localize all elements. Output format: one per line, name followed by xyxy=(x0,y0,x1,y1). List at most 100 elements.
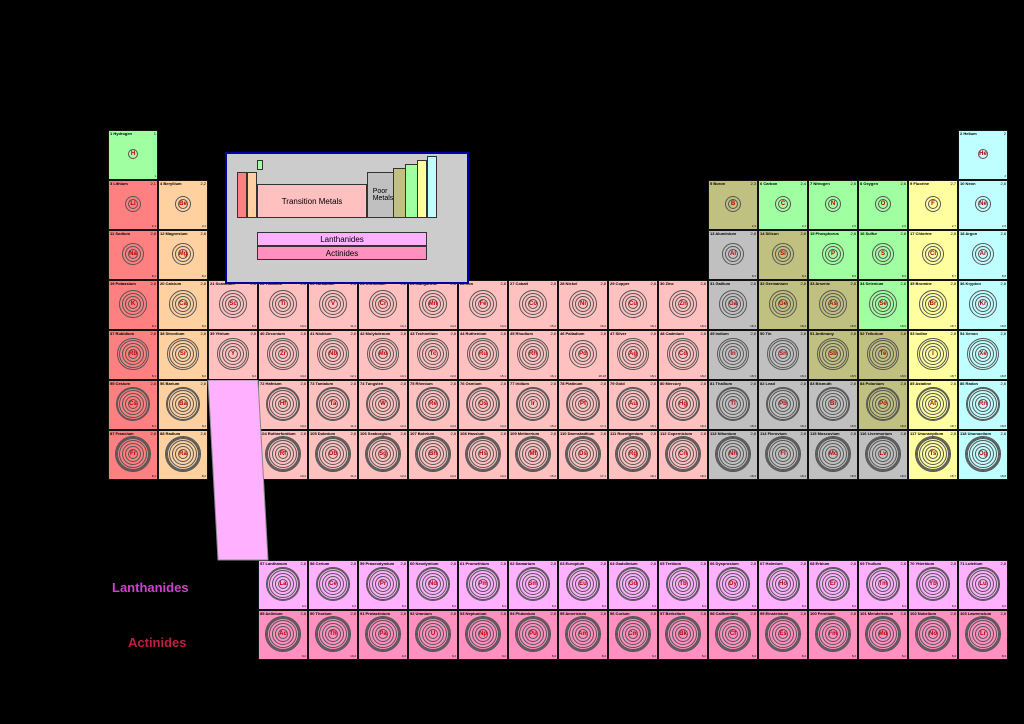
element-Mg: 12 Magnesium2,8Mg8,2 xyxy=(158,230,208,280)
element-Na: 11 Sodium2,8Na8,1 xyxy=(108,230,158,280)
element-Cm: 96 Curium2,8Cm9,2 xyxy=(608,610,658,660)
legend-lanthanides: Lanthanides xyxy=(257,232,427,246)
legend-alkali xyxy=(237,172,247,218)
element-Os: 76 Osmium2,8Os14,2 xyxy=(458,380,508,430)
element-Sc: 21 Scandium2,8Sc9,2 xyxy=(208,280,258,330)
element-Ca: 20 Calcium2,8Ca8,2 xyxy=(158,280,208,330)
element-Lr: 103 Lawrencium2,8Lr8,3 xyxy=(958,610,1008,660)
element-H: 1 Hydrogen1H1 xyxy=(108,130,158,180)
element-U: 92 Uranium2,8U9,2 xyxy=(408,610,458,660)
element-S: 16 Sulfur2,8S8,6 xyxy=(858,230,908,280)
element-Og: 118 Ununoctium2,8Og18,8 xyxy=(958,430,1008,480)
lanthanide-row: 57 Lanthanum2,8La9,258 Cerium2,8Ce9,259 … xyxy=(258,560,1008,610)
element-Ce: 58 Cerium2,8Ce9,2 xyxy=(308,560,358,610)
element-C: 6 Carbon2,4C2,4 xyxy=(758,180,808,230)
element-Cu: 29 Copper2,8Cu18,1 xyxy=(608,280,658,330)
element-Nb: 41 Niobium2,8Nb12,1 xyxy=(308,330,358,380)
element-Zr: 40 Zirconium2,8Zr10,2 xyxy=(258,330,308,380)
element-Mc: 115 Moscovium2,8Mc18,5 xyxy=(808,430,858,480)
element-Ts: 117 Ununseptium2,8Ts18,7 xyxy=(908,430,958,480)
element-Np: 93 Neptunium2,8Np9,2 xyxy=(458,610,508,660)
legend-halogen xyxy=(417,160,427,218)
element-Co: 27 Cobalt2,8Co15,2 xyxy=(508,280,558,330)
element-Cf: 98 Californium2,8Cf8,2 xyxy=(708,610,758,660)
element-Lu: 71 Lutetium2,8Lu9,2 xyxy=(958,560,1008,610)
element-W: 74 Tungsten2,8W12,2 xyxy=(358,380,408,430)
element-Ta: 73 Tantalum2,8Ta11,2 xyxy=(308,380,358,430)
element-Tb: 65 Terbium2,8Tb8,2 xyxy=(658,560,708,610)
element-Al: 13 Aluminium2,8Al8,3 xyxy=(708,230,758,280)
element-Ba: 56 Barium2,8Ba8,2 xyxy=(158,380,208,430)
element-Ir: 77 Iridium2,8Ir15,2 xyxy=(508,380,558,430)
element-P: 15 Phosphorus2,8P8,5 xyxy=(808,230,858,280)
element-Tm: 69 Thulium2,8Tm8,2 xyxy=(858,560,908,610)
element-In: 49 Indium2,8In18,3 xyxy=(708,330,758,380)
element-Ra: 88 Radium2,8Ra8,2 xyxy=(158,430,208,480)
element-Bk: 97 Berkelium2,8Bk8,2 xyxy=(658,610,708,660)
element-No: 102 Nobelium2,8No8,2 xyxy=(908,610,958,660)
element-Rh: 45 Rhodium2,8Rh16,1 xyxy=(508,330,558,380)
element-Th: 90 Thorium2,8Th10,2 xyxy=(308,610,358,660)
element-Md: 101 Mendelevium2,8Md8,2 xyxy=(858,610,908,660)
element-Es: 99 Einsteinium2,8Es8,2 xyxy=(758,610,808,660)
element-Bi: 83 Bismuth2,8Bi18,5 xyxy=(808,380,858,430)
element-Zn: 30 Zinc2,8Zn18,2 xyxy=(658,280,708,330)
element-Bh: 107 Bohrium2,8Bh13,2 xyxy=(408,430,458,480)
element-Cn: 112 Copernicium2,8Cn18,2 xyxy=(658,430,708,480)
element-Pm: 61 Promethium2,8Pm8,2 xyxy=(458,560,508,610)
element-Er: 68 Erbium2,8Er8,2 xyxy=(808,560,858,610)
legend-alkaline xyxy=(247,172,257,218)
element-Pb: 82 Lead2,8Pb18,4 xyxy=(758,380,808,430)
element-K: 19 Potassium2,8K8,1 xyxy=(108,280,158,330)
element-As: 33 Arsenic2,8As18,5 xyxy=(808,280,858,330)
element-Fe: 26 Iron2,8Fe14,2 xyxy=(458,280,508,330)
lanthanides-label: Lanthanides xyxy=(112,580,189,595)
element-He: 2 Helium2He2 xyxy=(958,130,1008,180)
element-Be: 4 Beryllium2,2Be2,2 xyxy=(158,180,208,230)
connector-lanthanides xyxy=(206,380,276,610)
element-Ru: 44 Ruthenium2,8Ru15,1 xyxy=(458,330,508,380)
element-Mt: 109 Meitnerium2,8Mt15,2 xyxy=(508,430,558,480)
element-Am: 95 Americium2,8Am8,2 xyxy=(558,610,608,660)
element-Fm: 100 Fermium2,8Fm8,2 xyxy=(808,610,858,660)
element-Tc: 43 Technetium2,8Tc13,2 xyxy=(408,330,458,380)
element-Cr: 24 Chromium2,8Cr13,1 xyxy=(358,280,408,330)
element-Sb: 51 Antimony2,8Sb18,5 xyxy=(808,330,858,380)
element-Po: 84 Polonium2,8Po18,6 xyxy=(858,380,908,430)
element-Pr: 59 Praseodymium2,8Pr8,2 xyxy=(358,560,408,610)
element-F: 9 Fluorine2,7F2,7 xyxy=(908,180,958,230)
element-Nd: 60 Neodymium2,8Nd8,2 xyxy=(408,560,458,610)
element-Ne: 10 Neon2,8Ne2,8 xyxy=(958,180,1008,230)
element-Xe: 54 Xenon2,8Xe18,8 xyxy=(958,330,1008,380)
element-Mo: 42 Molybdenum2,8Mo13,1 xyxy=(358,330,408,380)
element-Ga: 31 Gallium2,8Ga18,3 xyxy=(708,280,758,330)
element-Ni: 28 Nickel2,8Ni16,2 xyxy=(558,280,608,330)
legend-noble xyxy=(427,156,437,218)
element-Cd: 48 Cadmium2,8Cd18,2 xyxy=(658,330,708,380)
legend-actinides: Actinides xyxy=(257,246,427,260)
element-Se: 34 Selenium2,8Se18,6 xyxy=(858,280,908,330)
element-Eu: 63 Europium2,8Eu8,2 xyxy=(558,560,608,610)
element-Li: 3 Lithium2,1Li2,1 xyxy=(108,180,158,230)
element-Sm: 62 Samarium2,8Sm8,2 xyxy=(508,560,558,610)
element-At: 85 Astatine2,8At18,7 xyxy=(908,380,958,430)
element-I: 53 Iodine2,8I18,7 xyxy=(908,330,958,380)
element-Cs: 55 Cesium2,8Cs8,1 xyxy=(108,380,158,430)
element-B: 5 Boron2,3B2,3 xyxy=(708,180,758,230)
legend-nonmetal-h xyxy=(257,160,263,170)
element-Db: 105 Dubnium2,8Db11,2 xyxy=(308,430,358,480)
element-Rn: 86 Radon2,8Rn18,8 xyxy=(958,380,1008,430)
element-Y: 39 Yttrium2,8Y9,2 xyxy=(208,330,258,380)
element-Gd: 64 Gadolinium2,8Gd9,2 xyxy=(608,560,658,610)
element-Lv: 116 Livermorium2,8Lv18,6 xyxy=(858,430,908,480)
element-Br: 35 Bromine2,8Br18,7 xyxy=(908,280,958,330)
element-Hg: 80 Mercury2,8Hg18,2 xyxy=(658,380,708,430)
element-Ag: 47 Silver2,8Ag18,1 xyxy=(608,330,658,380)
element-Cl: 17 Chlorine2,8Cl8,7 xyxy=(908,230,958,280)
element-Sn: 50 Tin2,8Sn18,4 xyxy=(758,330,808,380)
element-Ds: 110 Darmstadtium2,8Ds17,1 xyxy=(558,430,608,480)
element-Si: 14 Silicon2,8Si8,4 xyxy=(758,230,808,280)
element-Kr: 36 Krypton2,8Kr18,8 xyxy=(958,280,1008,330)
element-Hs: 108 Hassium2,8Hs14,2 xyxy=(458,430,508,480)
legend-transition: Transition Metals xyxy=(257,184,367,218)
